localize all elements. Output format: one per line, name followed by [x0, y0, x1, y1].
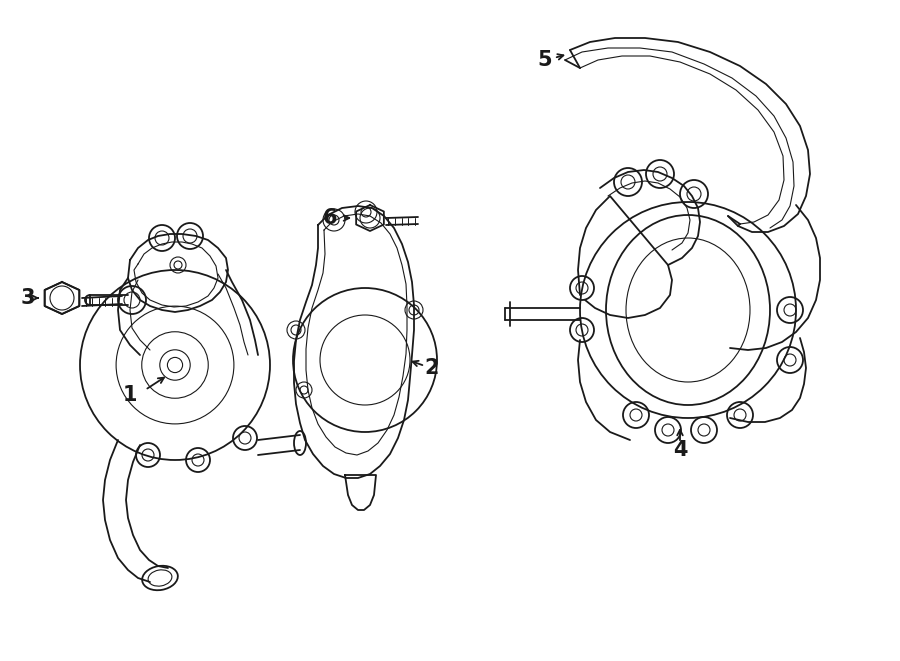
Text: 5: 5: [537, 50, 553, 70]
Text: 2: 2: [425, 358, 439, 378]
Text: 3: 3: [21, 288, 35, 308]
Text: 6: 6: [323, 208, 338, 228]
Text: 1: 1: [122, 385, 137, 405]
Text: 4: 4: [673, 440, 688, 460]
